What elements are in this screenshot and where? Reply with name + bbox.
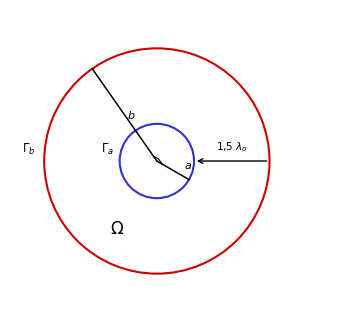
Text: $\Gamma_b$: $\Gamma_b$ xyxy=(22,142,35,157)
Text: 1,5 $\lambda_o$: 1,5 $\lambda_o$ xyxy=(216,140,248,154)
Text: $\Gamma_a$: $\Gamma_a$ xyxy=(101,142,114,157)
Text: a: a xyxy=(184,161,191,171)
Text: $\Omega$: $\Omega$ xyxy=(111,220,125,238)
Text: b: b xyxy=(127,111,134,121)
